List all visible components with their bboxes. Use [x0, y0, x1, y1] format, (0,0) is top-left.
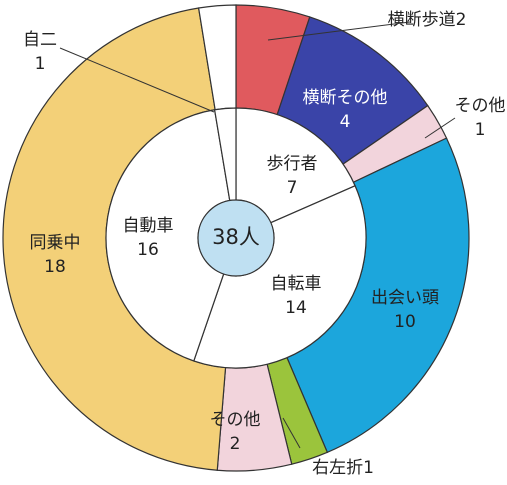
segment-value: 2 [230, 434, 241, 454]
leader-line [267, 21, 411, 41]
segment-name: 同乗中 [30, 233, 81, 253]
segment-name: 右左折 [312, 458, 363, 478]
segment-name: その他 [455, 96, 506, 116]
segment-value: 1 [35, 54, 46, 74]
segment-value: 2 [456, 10, 467, 30]
segment-name: 自二 [23, 30, 57, 50]
center-circle [197, 199, 275, 277]
segment-label: 横断歩道2 [388, 10, 467, 30]
segment-value: 4 [340, 112, 351, 132]
segment-name: 横断その他 [303, 88, 388, 108]
segment-name: 横断歩道 [388, 10, 456, 30]
segment-name: 出会い頭 [371, 288, 439, 308]
inner-name: 自転車 [271, 274, 322, 294]
segment-value: 18 [44, 257, 66, 277]
leader-line [59, 47, 215, 113]
inner-value: 7 [287, 178, 298, 198]
segment-value: 1 [363, 458, 374, 478]
inner-name: 歩行者 [267, 154, 318, 174]
inner-value: 14 [285, 298, 307, 318]
segment-name: その他 [210, 410, 261, 430]
segment-value: 10 [394, 312, 416, 332]
segment-label: 右左折1 [312, 458, 374, 478]
leader-line [424, 117, 456, 139]
segment-value: 1 [475, 120, 486, 140]
leader-line [282, 417, 301, 449]
inner-value: 16 [137, 240, 159, 260]
center-label: 38人 [212, 225, 260, 249]
inner-name: 自動車 [123, 216, 174, 236]
